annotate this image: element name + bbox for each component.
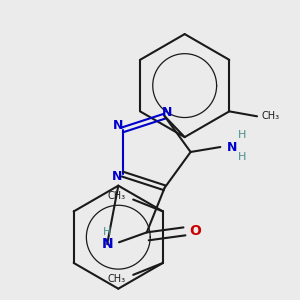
Text: H: H	[103, 227, 111, 237]
Text: N: N	[227, 140, 237, 154]
Text: CH₃: CH₃	[107, 190, 125, 201]
Text: N: N	[111, 169, 122, 183]
Text: H: H	[238, 130, 246, 140]
Text: N: N	[113, 119, 124, 132]
Text: CH₃: CH₃	[262, 111, 280, 121]
Text: O: O	[189, 224, 201, 239]
Text: N: N	[161, 106, 172, 119]
Text: N: N	[101, 237, 113, 251]
Text: CH₃: CH₃	[107, 274, 125, 284]
Text: H: H	[238, 152, 246, 162]
